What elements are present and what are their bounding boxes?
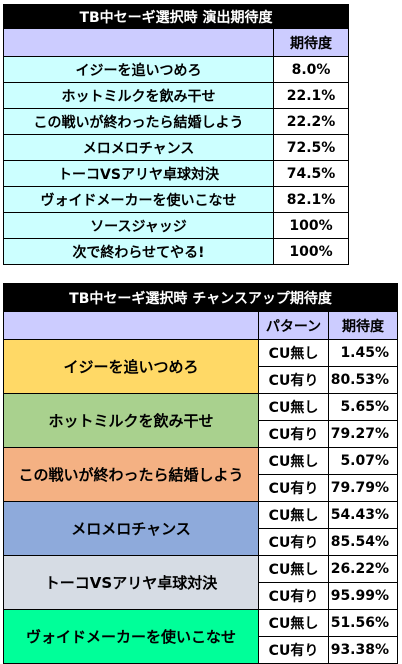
effect-name: ソースジャッジ [3, 212, 274, 239]
effect-name: メロメロチャンス [3, 134, 274, 161]
pattern-value: 85.54% [327, 528, 399, 556]
group-name: メロメロチャンス [3, 501, 259, 556]
table-row: CU有り 79.79% [4, 474, 399, 502]
pattern-label: CU有り [258, 474, 329, 502]
effect-name: ヴォイドメーカーを使いこなせ [3, 186, 274, 213]
table-row: ヴォイドメーカーを使いこなせ 82.1% [3, 186, 350, 213]
table-row: イジーを追いつめろ 8.0% [3, 56, 350, 83]
group-name: ホットミルクを飲み干せ [3, 393, 259, 448]
pattern-value: 80.53% [327, 366, 399, 394]
table2-header-blank [3, 311, 259, 340]
effect-value: 100% [272, 212, 350, 239]
table-row: ソースジャッジ 100% [3, 212, 350, 239]
pattern-label: CU有り [258, 420, 329, 448]
pattern-label: CU無し [258, 447, 329, 475]
effect-name: イジーを追いつめろ [3, 56, 274, 83]
effect-value: 22.2% [272, 108, 350, 135]
pattern-value: 5.65% [327, 393, 399, 421]
pattern-value: 79.79% [327, 474, 399, 502]
effect-name: 次で終わらせてやる! [3, 238, 274, 265]
table-row: ヴォイドメーカーを使いこなせ CU無し 51.56% [3, 609, 399, 664]
table2-header-pattern: パターン [258, 311, 329, 340]
effect-value: 22.1% [272, 82, 350, 109]
pattern-label: CU無し [258, 609, 329, 637]
group-name: ヴォイドメーカーを使いこなせ [3, 609, 259, 664]
chance-up-expectation-table: TB中セーギ選択時 チャンスアップ期待度 パターン 期待度 イジーを追いつめろ … [2, 283, 399, 664]
table-row: CU有り 85.54% [4, 528, 399, 556]
pattern-value: 51.56% [327, 609, 399, 637]
pattern-label: CU有り [258, 636, 329, 664]
table-row: メロメロチャンス CU無し 54.43% [3, 501, 399, 556]
group-name: イジーを追いつめろ [3, 339, 259, 394]
table-row: メロメロチャンス 72.5% [3, 134, 350, 161]
pattern-value: 5.07% [327, 447, 399, 475]
pattern-value: 93.38% [327, 636, 399, 664]
pattern-value: 95.99% [327, 582, 399, 610]
pattern-label: CU有り [258, 366, 329, 394]
pattern-value: 26.22% [327, 555, 399, 583]
table-row: トーコVSアリヤ卓球対決 74.5% [3, 160, 350, 187]
effect-value: 72.5% [272, 134, 350, 161]
table2-title: TB中セーギ選択時 チャンスアップ期待度 [2, 283, 399, 312]
table-row: 次で終わらせてやる! 100% [3, 238, 350, 265]
pattern-value: 79.27% [327, 420, 399, 448]
table-row: この戦いが終わったら結婚しよう CU無し 5.07% [3, 447, 399, 502]
effect-value: 8.0% [272, 56, 350, 83]
effect-value: 74.5% [272, 160, 350, 187]
table2-header-value: 期待度 [327, 311, 399, 340]
effect-name: この戦いが終わったら結婚しよう [3, 108, 274, 135]
group-name: トーコVSアリヤ卓球対決 [3, 555, 259, 610]
effect-value: 82.1% [272, 186, 350, 213]
pattern-label: CU無し [258, 339, 329, 367]
pattern-label: CU無し [258, 555, 329, 583]
table-row: CU有り 80.53% [4, 366, 399, 394]
table-row: イジーを追いつめろ CU無し 1.45% [3, 339, 399, 394]
pattern-value: 54.43% [327, 501, 399, 529]
group-name: この戦いが終わったら結婚しよう [3, 447, 259, 502]
table1-title: TB中セーギ選択時 演出期待度 [2, 4, 350, 29]
pattern-label: CU無し [258, 501, 329, 529]
table-row: CU有り 95.99% [4, 582, 399, 610]
effect-expectation-table: TB中セーギ選択時 演出期待度 期待度 イジーを追いつめろ 8.0% ホットミル… [2, 4, 350, 265]
pattern-label: CU有り [258, 528, 329, 556]
pattern-label: CU有り [258, 582, 329, 610]
pattern-value: 1.45% [327, 339, 399, 367]
table1-header-value: 期待度 [272, 28, 350, 57]
table-row: この戦いが終わったら結婚しよう 22.2% [3, 108, 350, 135]
effect-name: トーコVSアリヤ卓球対決 [3, 160, 274, 187]
table1-header-blank [3, 28, 274, 57]
table-row: ホットミルクを飲み干せ 22.1% [3, 82, 350, 109]
table-row: トーコVSアリヤ卓球対決 CU無し 26.22% [3, 555, 399, 610]
pattern-label: CU無し [258, 393, 329, 421]
table-row: ホットミルクを飲み干せ CU無し 5.65% [3, 393, 399, 448]
effect-value: 100% [272, 238, 350, 265]
effect-name: ホットミルクを飲み干せ [3, 82, 274, 109]
